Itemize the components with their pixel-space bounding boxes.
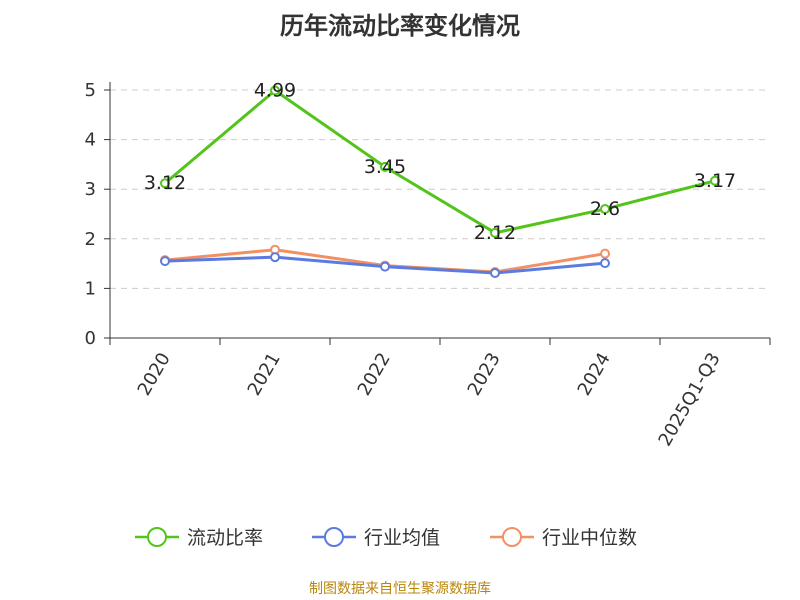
legend-label: 流动比率 [187, 527, 263, 549]
data-point[interactable] [490, 227, 500, 238]
x-tick-label: 2020 [134, 349, 175, 399]
data-point[interactable] [490, 268, 500, 279]
data-point[interactable] [160, 256, 170, 267]
legend-label: 行业中位数 [542, 527, 637, 549]
y-tick-label: 5 [85, 80, 96, 101]
data-label: 3.17 [694, 170, 736, 192]
data-point[interactable] [600, 204, 610, 215]
data-point[interactable] [270, 85, 280, 96]
legend-item-2[interactable]: 行业中位数 [490, 527, 637, 549]
series-lines [160, 85, 720, 279]
data-labels: 3.12 4.99 3.45 2.12 2.6 3.17 [144, 79, 736, 243]
source-note: 制图数据来自恒生聚源数据库 [309, 581, 491, 597]
legend-item-1[interactable]: 行业均值 [312, 527, 440, 549]
data-label: 2.12 [474, 222, 516, 244]
y-tick-label: 2 [85, 229, 96, 250]
data-label: 2.6 [590, 198, 620, 220]
data-point[interactable] [600, 248, 610, 259]
data-point[interactable] [380, 161, 390, 172]
axes: 0 1 2 3 4 5 2020 2021 2022 2023 2024 2025Q1-Q3 [85, 80, 771, 450]
data-label: 3.45 [364, 156, 406, 178]
chart-title: 历年流动比率变化情况 [280, 12, 520, 40]
data-point[interactable] [600, 258, 610, 269]
y-tick-label: 4 [85, 130, 96, 151]
legend-marker [324, 527, 344, 547]
series-line-0 [164, 88, 716, 235]
data-point[interactable] [160, 178, 170, 189]
data-point[interactable] [710, 175, 720, 186]
data-label: 4.99 [254, 79, 296, 101]
legend-label: 行业均值 [364, 527, 440, 549]
x-tick-label: 2025Q1-Q3 [654, 349, 724, 450]
legend-marker [502, 527, 522, 547]
legend-item-0[interactable]: 流动比率 [135, 527, 263, 549]
data-point[interactable] [270, 252, 280, 263]
y-tick-label: 0 [85, 328, 96, 349]
y-tick-label: 1 [85, 278, 96, 299]
x-tick-label: 2024 [574, 349, 615, 399]
legend-marker [147, 527, 167, 547]
data-label: 3.12 [144, 172, 186, 194]
x-tick-label: 2022 [354, 349, 395, 399]
x-tick-label: 2023 [464, 349, 505, 399]
grid-lines [110, 89, 770, 289]
x-tick-label: 2021 [244, 349, 285, 399]
data-point[interactable] [380, 261, 390, 272]
y-tick-label: 3 [85, 179, 96, 200]
legend[interactable]: 流动比率 行业均值 行业中位数 [135, 527, 637, 549]
